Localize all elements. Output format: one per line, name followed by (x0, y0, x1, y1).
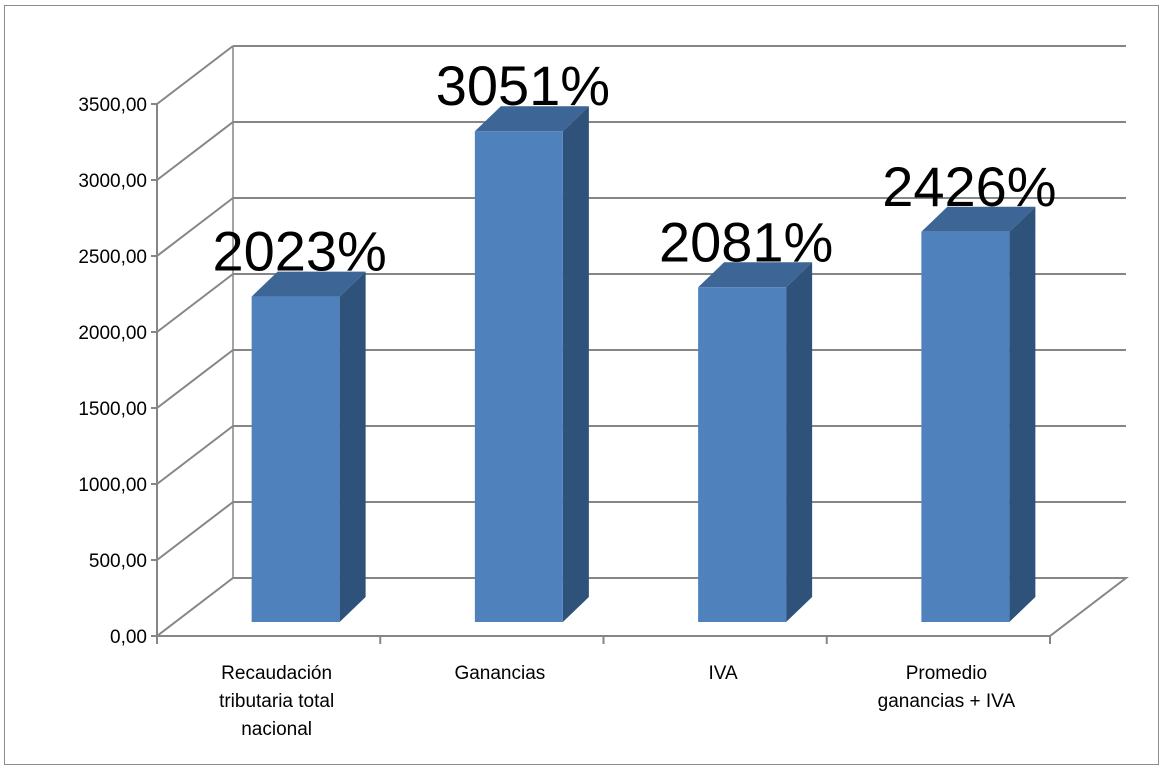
gridline-side (156, 501, 234, 561)
y-tick-label: 0,00 (110, 627, 147, 648)
data-label: 2023% (212, 220, 386, 283)
category-label: ganancias + IVA (878, 691, 1016, 712)
y-tick-label: 1500,00 (78, 399, 147, 420)
y-tick-label: 500,00 (89, 551, 147, 572)
y-tick-label: 1000,00 (78, 475, 147, 496)
bar (474, 131, 563, 622)
category-label: tributaria total (219, 691, 334, 712)
data-label: 2426% (882, 155, 1056, 218)
bars (251, 106, 1036, 623)
bar (251, 296, 340, 622)
labels: 0,00 500,00 1000,00 1500,00 2000,00 2500,00 30… (78, 54, 1056, 740)
category-label: nacional (241, 719, 312, 740)
bar-side (562, 106, 589, 622)
category-label: IVA (709, 663, 739, 684)
data-label: 2081% (659, 210, 833, 273)
bar-top (698, 262, 813, 288)
gridline-side (156, 273, 234, 333)
gridline-side (156, 425, 234, 485)
floor-outline (156, 577, 1129, 637)
y-tick-label: 3000,00 (78, 171, 147, 192)
y-tick-label: 3500,00 (78, 95, 147, 116)
y-tick-label: 2000,00 (78, 323, 147, 344)
bar-top (474, 106, 589, 132)
bar (698, 287, 787, 622)
gridline-side (156, 45, 234, 105)
category-label: Promedio (906, 663, 987, 684)
category-label: Recaudación (221, 663, 332, 684)
gridline-side (156, 349, 234, 409)
bar-side (339, 271, 366, 622)
bar-top (251, 271, 366, 297)
axes (151, 46, 1129, 644)
y-tick-label: 2500,00 (78, 247, 147, 268)
gridline-side (156, 197, 234, 257)
bar-side (786, 262, 813, 622)
gridline-side (156, 121, 234, 181)
data-label: 3051% (436, 54, 610, 117)
bar-side (1009, 206, 1036, 623)
bar (921, 231, 1010, 623)
category-label: Ganancias (454, 663, 545, 684)
bar-top (921, 206, 1036, 232)
